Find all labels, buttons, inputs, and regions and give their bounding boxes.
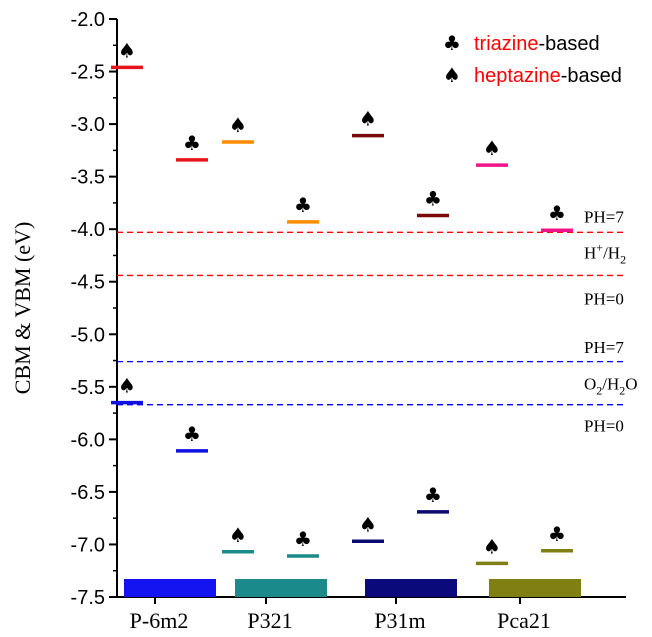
reference-label: H+/H2 <box>584 240 626 266</box>
reference-label: PH=0 <box>584 417 624 436</box>
base-bar <box>235 579 327 597</box>
reference-label: PH=7 <box>584 338 624 357</box>
legend-spade-symbol: ♠ <box>443 63 461 87</box>
y-tick-label: -6.0 <box>71 429 105 451</box>
club-marker: ♣ <box>424 187 442 211</box>
level-markers: ♠ ♣ ♠ ♣ ♠ ♣ ♠ ♣ ♠ ♣ ♠ ♣ ♠ ♣ ♠ ♣ <box>118 38 566 558</box>
y-tick-label: -5.5 <box>71 377 105 399</box>
spade-marker: ♠ <box>229 113 247 137</box>
y-tick-label: -3.0 <box>71 114 105 136</box>
spade-marker: ♠ <box>483 534 501 558</box>
y-tick-label: -2.5 <box>71 62 105 84</box>
y-tick-label: -5.0 <box>71 324 105 346</box>
base-bars <box>124 579 581 597</box>
axes: -2.0 -2.5 -3.0 -3.5 -4.0 -4.5 -5.0 -5.5 -6.0 -6.5… <box>10 9 626 633</box>
reference-label: O2/H2O <box>584 375 638 398</box>
reference-lines <box>117 231 626 406</box>
base-bar <box>365 579 457 597</box>
y-tick-label: -4.0 <box>71 219 105 241</box>
club-marker: ♣ <box>183 422 201 446</box>
spade-marker: ♠ <box>229 523 247 547</box>
x-category-label: P321 <box>247 608 292 633</box>
spade-marker: ♠ <box>118 374 136 398</box>
club-marker: ♣ <box>548 201 566 225</box>
y-tick-label: -7.5 <box>71 587 105 609</box>
y-tick-label: -6.5 <box>71 482 105 504</box>
y-tick-label: -4.5 <box>71 272 105 294</box>
spade-marker: ♠ <box>483 136 501 160</box>
club-marker: ♣ <box>294 527 312 551</box>
y-tick-label: -3.5 <box>71 167 105 189</box>
club-marker: ♣ <box>548 522 566 546</box>
legend-entry-label: heptazine-based <box>474 65 622 87</box>
reference-label: PH=7 <box>584 208 624 227</box>
x-category-label: P31m <box>374 608 425 633</box>
club-marker: ♣ <box>424 483 442 507</box>
y-axis-title: CBM & VBM (eV) <box>10 222 35 395</box>
club-marker: ♣ <box>294 193 312 217</box>
base-bar <box>489 579 581 597</box>
x-category-label: P-6m2 <box>130 608 189 633</box>
reference-label: PH=0 <box>584 290 624 309</box>
spade-marker: ♠ <box>359 512 377 536</box>
spade-marker: ♠ <box>118 38 136 62</box>
base-bar <box>124 579 216 597</box>
reference-labels: PH=7 H+/H2 PH=0 PH=7 O2/H2O PH=0 <box>584 208 638 436</box>
legend-entry-label: triazine-based <box>474 33 600 55</box>
energy-levels <box>111 65 573 566</box>
x-category-label: Pca21 <box>497 608 551 633</box>
spade-marker: ♠ <box>359 107 377 131</box>
y-tick-label: -2.0 <box>71 9 105 31</box>
legend: ♣ triazine-based ♠ heptazine-based <box>443 31 622 87</box>
legend-club-symbol: ♣ <box>443 31 461 55</box>
club-marker: ♣ <box>183 131 201 155</box>
y-tick-label: -7.0 <box>71 534 105 556</box>
